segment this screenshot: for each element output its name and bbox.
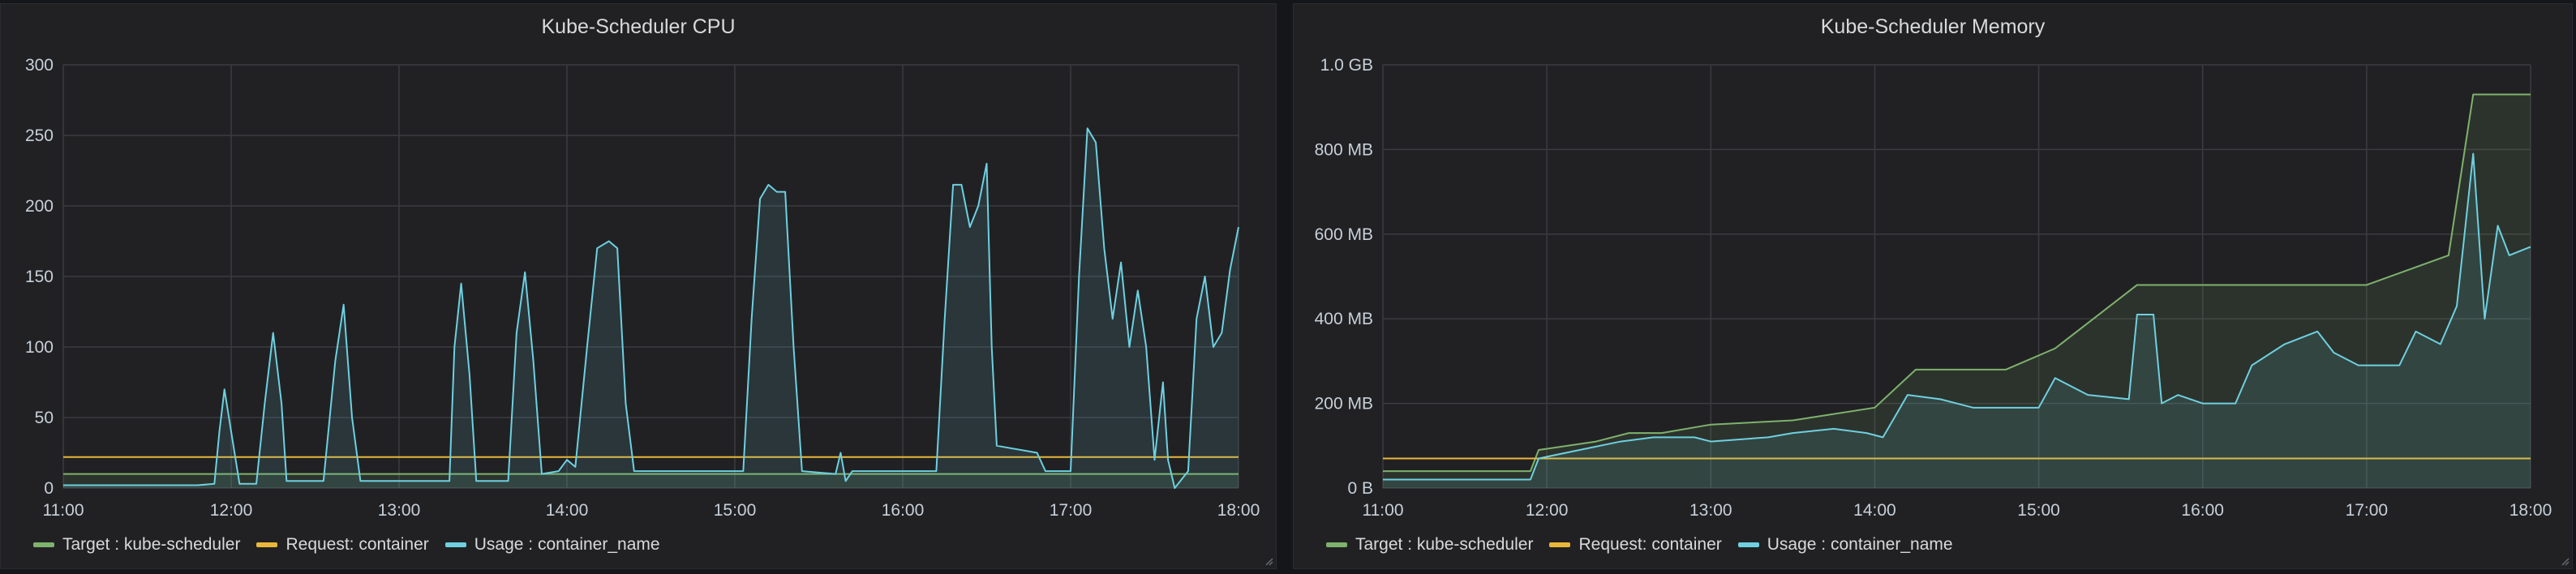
memory-panel: Kube-Scheduler Memory 0 B 200 MB 400 MB 600… bbox=[1293, 3, 2573, 569]
y-tick-label: 0 bbox=[44, 479, 54, 498]
series-area-target bbox=[63, 473, 1239, 488]
x-tick-label: 18:00 bbox=[1217, 501, 1260, 520]
legend-swatch bbox=[1549, 542, 1571, 547]
y-tick-label: 600 MB bbox=[1315, 225, 1373, 244]
legend-label: Usage : container_name bbox=[1767, 535, 1953, 554]
memory-panel-title[interactable]: Kube-Scheduler Memory bbox=[1820, 15, 2046, 38]
memory-chart[interactable]: 0 B 200 MB 400 MB 600 MB 800 MB 1.0 GB 11:00 12… bbox=[1294, 4, 2574, 523]
cpu-legend: Target : kube-scheduler Request: containe… bbox=[33, 535, 660, 555]
grid bbox=[62, 64, 1239, 489]
x-axis: 11:00 12:00 13:00 14:00 15:00 16:00 17:00 18:00 bbox=[1363, 501, 2552, 520]
legend-label: Request: container bbox=[1578, 535, 1722, 554]
x-tick-label: 12:00 bbox=[1526, 501, 1569, 520]
series-line-usage[interactable] bbox=[63, 127, 1239, 489]
y-tick-label: 400 MB bbox=[1315, 310, 1373, 328]
y-tick-label: 250 bbox=[25, 126, 54, 145]
legend-item-usage[interactable]: Usage : container_name bbox=[444, 535, 660, 555]
legend-swatch bbox=[256, 542, 278, 547]
series-area-target bbox=[1383, 94, 2531, 488]
legend-item-usage[interactable]: Usage : container_name bbox=[1737, 535, 1953, 555]
y-tick-label: 800 MB bbox=[1315, 140, 1373, 159]
x-axis: 11:00 12:00 13:00 14:00 15:00 16:00 17:00 18:00 bbox=[43, 501, 1260, 520]
x-tick-label: 17:00 bbox=[1050, 501, 1093, 520]
x-tick-label: 16:00 bbox=[2181, 501, 2224, 520]
legend-label: Target : kube-scheduler bbox=[1355, 535, 1534, 554]
series-line-usage[interactable] bbox=[1383, 152, 2531, 481]
legend-item-target[interactable]: Target : kube-scheduler bbox=[33, 535, 240, 555]
x-tick-label: 13:00 bbox=[378, 501, 421, 520]
x-tick-label: 12:00 bbox=[210, 501, 253, 520]
legend-swatch bbox=[1737, 542, 1759, 547]
resize-handle-icon[interactable] bbox=[1264, 556, 1273, 566]
legend-label: Usage : container_name bbox=[474, 535, 660, 554]
y-axis: 0 50 100 150 200 250 300 bbox=[25, 56, 54, 498]
series-target bbox=[63, 473, 1239, 488]
x-tick-label: 14:00 bbox=[546, 501, 589, 520]
legend-swatch bbox=[1326, 542, 1347, 547]
cpu-chart[interactable]: 0 50 100 150 200 250 300 11:00 12:00 13:00 14:00 15… bbox=[1, 4, 1277, 523]
legend-swatch bbox=[33, 542, 54, 547]
y-tick-label: 200 bbox=[25, 197, 54, 216]
x-tick-label: 13:00 bbox=[1689, 501, 1732, 520]
legend-label: Target : kube-scheduler bbox=[62, 535, 241, 554]
series-usage bbox=[63, 127, 1239, 489]
series-area-usage bbox=[63, 128, 1239, 489]
series-area-usage bbox=[1383, 153, 2531, 488]
y-tick-label: 0 B bbox=[1347, 479, 1373, 498]
x-tick-label: 15:00 bbox=[2017, 501, 2060, 520]
y-tick-label: 150 bbox=[25, 268, 54, 286]
x-tick-label: 11:00 bbox=[1363, 501, 1404, 520]
legend-swatch bbox=[444, 542, 466, 547]
y-tick-label: 200 MB bbox=[1315, 395, 1373, 413]
x-tick-label: 18:00 bbox=[2509, 501, 2552, 520]
legend-item-request[interactable]: Request: container bbox=[1549, 535, 1722, 555]
series-target bbox=[1383, 93, 2531, 488]
x-tick-label: 15:00 bbox=[714, 501, 757, 520]
x-tick-label: 17:00 bbox=[2346, 501, 2389, 520]
x-tick-label: 11:00 bbox=[43, 501, 84, 520]
x-tick-label: 16:00 bbox=[882, 501, 925, 520]
legend-label: Request: container bbox=[286, 535, 429, 554]
legend-item-request[interactable]: Request: container bbox=[256, 535, 429, 555]
resize-handle-icon[interactable] bbox=[2560, 556, 2570, 566]
y-tick-label: 1.0 GB bbox=[1320, 56, 1373, 75]
cpu-panel: Kube-Scheduler CPU 0 50 100 150 200 250 300 11:… bbox=[0, 3, 1277, 569]
y-axis: 0 B 200 MB 400 MB 600 MB 800 MB 1.0 GB bbox=[1315, 56, 1373, 498]
cpu-panel-title[interactable]: Kube-Scheduler CPU bbox=[541, 15, 736, 38]
legend-item-target[interactable]: Target : kube-scheduler bbox=[1326, 535, 1533, 555]
series-line-target[interactable] bbox=[1383, 93, 2531, 473]
y-tick-label: 50 bbox=[35, 409, 54, 427]
y-tick-label: 100 bbox=[25, 338, 54, 357]
y-tick-label: 300 bbox=[25, 56, 54, 75]
series-usage bbox=[1383, 152, 2531, 488]
x-tick-label: 14:00 bbox=[1853, 501, 1896, 520]
memory-legend: Target : kube-scheduler Request: containe… bbox=[1326, 535, 1953, 555]
